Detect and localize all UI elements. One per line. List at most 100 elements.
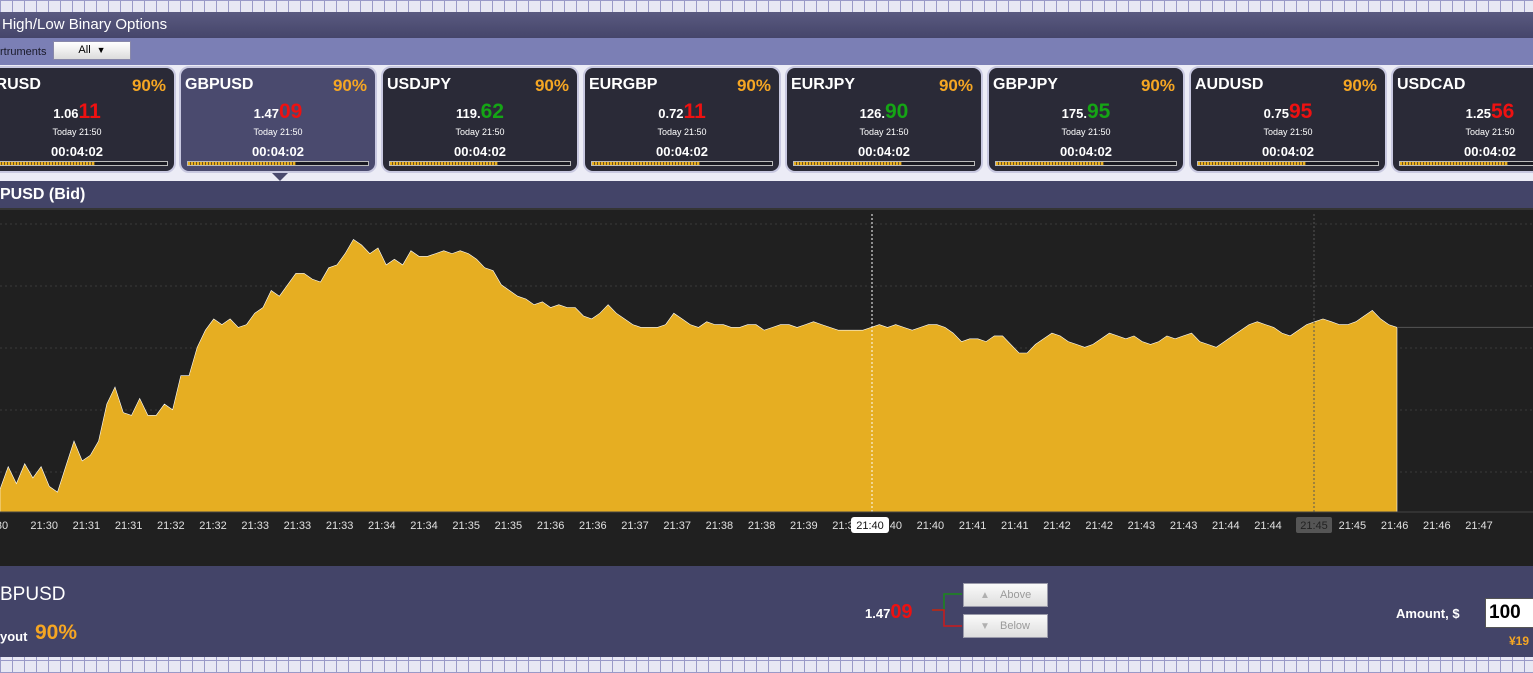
arrow-up-icon: ▲: [980, 590, 990, 601]
tile-payout: 90%: [1140, 76, 1175, 95]
instrument-filter-bar: rtruments All ▼: [0, 38, 1533, 65]
arrow-down-icon: ▼: [980, 621, 990, 632]
price-area-series: [0, 238, 1398, 513]
tile-progress-bar: [0, 161, 168, 166]
x-tick-label: 21:32: [157, 520, 185, 532]
entry-time-box: [851, 517, 889, 533]
tile-timer: 00:04:02: [251, 144, 305, 159]
amount-label: Amount, $: [1396, 606, 1460, 621]
above-button[interactable]: ▲ Above: [963, 583, 1048, 607]
instrument-tile-1[interactable]: GBPUSD 90% 1.4709 Today 21:50 00:04:02: [179, 66, 377, 173]
tile-price-base: 1.47: [253, 106, 279, 121]
below-button[interactable]: ▼ Below: [963, 614, 1048, 638]
trade-price-highlight: 09: [890, 601, 913, 623]
tile-timer: 00:04:02: [50, 144, 104, 159]
tile-price: 1.2556: [1393, 100, 1533, 124]
x-tick-label: 21:47: [1465, 520, 1493, 532]
instrument-filter-value: All: [78, 44, 91, 56]
x-tick-label: 21:36: [537, 520, 565, 532]
trade-panel: BPUSD yout 90% 1.4709 ▲ Above ▼ Below Amou…: [0, 566, 1533, 657]
tile-price-base: 119.: [456, 106, 481, 121]
tile-symbol: EURGBP: [589, 76, 658, 93]
tile-price-highlight: 11: [78, 100, 101, 123]
x-tick-label: 21:44: [1254, 520, 1282, 532]
chevron-down-icon: ▼: [96, 45, 106, 55]
amount-input[interactable]: [1485, 598, 1533, 628]
tile-payout: 90%: [131, 76, 166, 95]
x-tick-label: 21:38: [748, 520, 776, 532]
chart-header: PUSD (Bid): [0, 181, 1533, 208]
tile-price-base: 0.72: [658, 106, 684, 121]
tile-timer: 00:04:02: [453, 144, 507, 159]
tile-symbol: USDJPY: [387, 76, 452, 93]
tile-timer: 00:04:02: [655, 144, 709, 159]
x-tick-label: 21:41: [959, 520, 987, 532]
amount-converted: ¥19: [1509, 634, 1530, 648]
x-tick-label: 21:43: [1128, 520, 1156, 532]
instrument-filter-label: rtruments: [0, 46, 47, 58]
x-tick-label: 21:34: [368, 520, 396, 532]
tile-price: 0.7211: [585, 100, 779, 124]
x-tick-label: 21:35: [452, 520, 480, 532]
tile-timer: 00:04:02: [857, 144, 911, 159]
x-tick-label: 21:31: [73, 520, 101, 532]
x-tick-label: 21:46: [1381, 520, 1409, 532]
tile-price: 119.62: [383, 100, 577, 124]
tile-price-highlight: 11: [683, 100, 706, 123]
tile-progress-fill: [592, 162, 700, 165]
instrument-tile-4[interactable]: EURJPY 90% 126.90 Today 21:50 00:04:02: [785, 66, 983, 173]
x-tick-label: 21:33: [284, 520, 312, 532]
instrument-tile-5[interactable]: GBPJPY 90% 175.95 Today 21:50 00:04:02: [987, 66, 1185, 173]
x-tick-label: 21:38: [706, 520, 734, 532]
x-tick-label: 21:41: [1001, 520, 1029, 532]
x-tick-label: 21:37: [663, 520, 691, 532]
tile-progress-fill: [0, 162, 95, 165]
instrument-tile-2[interactable]: USDJPY 90% 119.62 Today 21:50 00:04:02: [381, 66, 579, 173]
expiry-time-box: [1296, 517, 1332, 533]
instrument-filter-select[interactable]: All ▼: [53, 41, 131, 60]
above-button-label: Above: [1000, 589, 1032, 601]
tile-price-base: 1.06: [53, 106, 79, 121]
trade-payout-label: yout: [0, 629, 28, 644]
x-tick-label: 21:44: [1212, 520, 1240, 532]
instrument-tile-3[interactable]: EURGBP 90% 0.7211 Today 21:50 00:04:02: [583, 66, 781, 173]
direction-bracket-icon: [932, 593, 962, 627]
tile-payout: 90%: [534, 76, 569, 95]
x-tick-label: 21:40: [917, 520, 945, 532]
x-tick-label: 30: [0, 520, 8, 532]
price-chart-svg: 30 21:30 21:31 21:31 21:32 21:32 21:33 21:33 21:…: [0, 208, 1533, 533]
window-title: High/Low Binary Options: [2, 16, 168, 33]
tile-progress-bar: [793, 161, 975, 166]
x-tick-label: 21:33: [241, 520, 269, 532]
expiry-time-label: 21:45: [1300, 520, 1328, 532]
trade-current-price: 1.4709: [865, 601, 913, 624]
tile-price-highlight: 95: [1288, 100, 1313, 123]
tile-price: 126.90: [787, 100, 981, 124]
x-tick-label: 21:37: [621, 520, 649, 532]
window-title-bar: High/Low Binary Options: [0, 12, 1533, 38]
tile-expiry: Today 21:50: [52, 127, 102, 137]
tile-progress-bar: [1399, 161, 1533, 166]
tile-price: 1.4709: [181, 100, 375, 124]
x-tick-label: 21:33: [326, 520, 354, 532]
tile-symbol: URUSD: [0, 76, 41, 93]
x-tick-label: 21:46: [1423, 520, 1451, 532]
tile-payout: 90%: [332, 76, 367, 95]
tile-payout: 90%: [736, 76, 771, 95]
tile-payout: 90%: [1342, 76, 1377, 95]
tile-price-base: 126.: [859, 106, 885, 121]
tile-expiry: Today 21:50: [859, 127, 909, 137]
tile-progress-fill: [996, 162, 1104, 165]
tile-progress-bar: [1197, 161, 1379, 166]
tile-price-base: 175.: [1061, 106, 1087, 121]
tile-progress-bar: [591, 161, 773, 166]
instrument-tile-0[interactable]: URUSD 90% 1.0611 Today 21:50 00:04:02: [0, 66, 176, 173]
tile-price-highlight: 56: [1490, 100, 1515, 123]
price-chart[interactable]: 30 21:30 21:31 21:31 21:32 21:32 21:33 21:33 21:…: [0, 208, 1533, 566]
tile-timer: 00:04:02: [1463, 144, 1517, 159]
tile-symbol: GBPUSD: [185, 76, 254, 93]
instrument-tile-6[interactable]: AUDUSD 90% 0.7595 Today 21:50 00:04:02: [1189, 66, 1387, 173]
